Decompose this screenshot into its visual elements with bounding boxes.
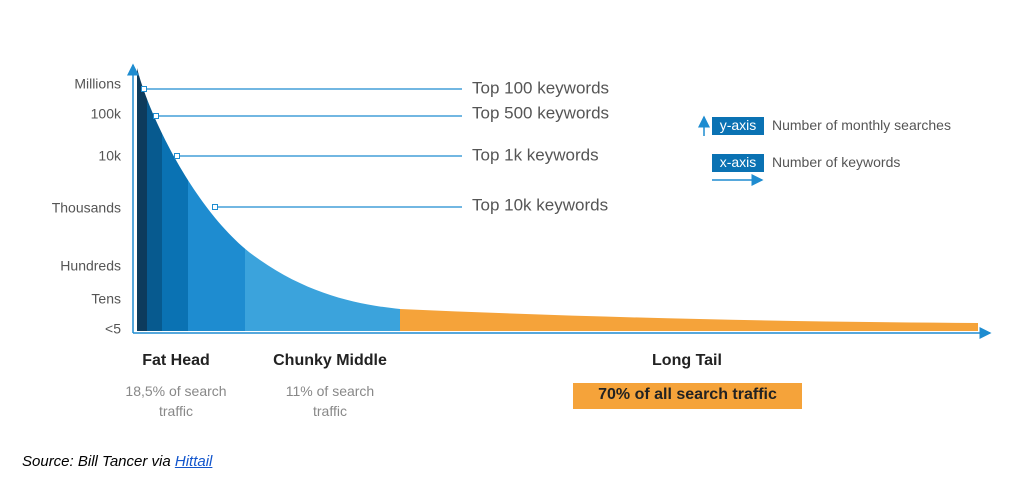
y-axis-label: 100k [91,106,122,122]
legend-tag [712,117,764,135]
segment-note: 70% of all search traffic [598,386,777,403]
source-link[interactable]: Hittail [174,453,213,470]
callout-label: Top 1k keywords [472,145,599,164]
head-area [137,68,400,331]
legend-text: Number of keywords [772,154,900,170]
legend-text: Number of monthly searches [772,117,951,133]
source: Source: Bill Tancer via Hittail [22,453,212,470]
callout-label: Top 10k keywords [472,195,608,214]
callout-label: Top 500 keywords [472,103,609,122]
y-axis-label: Hundreds [60,258,121,274]
y-axis-label: Tens [91,291,121,307]
y-axis-label: Millions [74,76,121,92]
segment-title: Long Tail [652,352,722,369]
legend-tag [712,154,764,172]
y-axis-label: <5 [105,321,121,337]
source-text: Source: Bill Tancer via [22,453,175,470]
callout-point [174,153,180,159]
callout-point [212,204,218,210]
tail-area [400,309,978,331]
callout-point [141,86,147,92]
callout-point [153,113,159,119]
y-axis-label: Thousands [52,200,121,216]
segment-title: Fat Head [142,352,210,369]
segment-note: 11% of search traffic [285,383,375,419]
segment-note: 18,5% of search traffic [125,383,227,419]
long-tail-box [573,383,802,409]
callout-label: Top 100 keywords [472,78,609,97]
legend-tag-text: y-axis [720,117,757,133]
y-axis-label: 10k [98,148,122,164]
legend-tag-text: x-axis [720,154,757,170]
segment-title: Chunky Middle [273,352,387,369]
